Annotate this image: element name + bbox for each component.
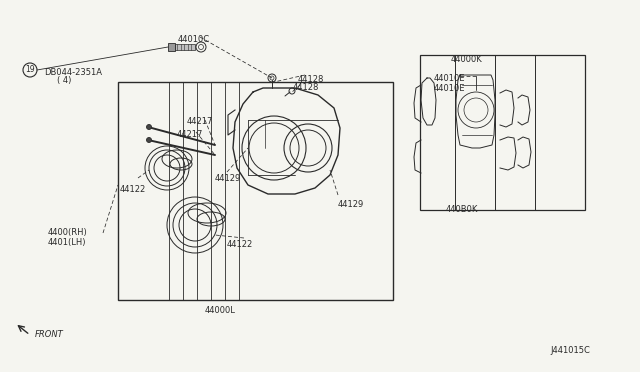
Text: 44010E: 44010E bbox=[434, 74, 465, 83]
Text: 44217: 44217 bbox=[187, 117, 213, 126]
Bar bbox=[118, 82, 393, 300]
Text: 44129: 44129 bbox=[215, 174, 241, 183]
Text: 44010C: 44010C bbox=[178, 35, 210, 44]
Text: 44129: 44129 bbox=[338, 200, 364, 209]
Text: FRONT: FRONT bbox=[35, 330, 64, 339]
Circle shape bbox=[147, 125, 152, 129]
Text: 44128: 44128 bbox=[293, 83, 319, 92]
Text: 440B0K: 440B0K bbox=[446, 205, 478, 214]
Text: 44217: 44217 bbox=[177, 130, 204, 139]
Text: ( 4): ( 4) bbox=[57, 76, 72, 85]
Text: 44010E: 44010E bbox=[434, 84, 465, 93]
Text: 4400(RH): 4400(RH) bbox=[48, 228, 88, 237]
Text: DB044-2351A: DB044-2351A bbox=[44, 68, 102, 77]
Text: 19: 19 bbox=[25, 64, 35, 74]
Text: 44000L: 44000L bbox=[205, 306, 236, 315]
Text: 44122: 44122 bbox=[227, 240, 253, 249]
Text: 44122: 44122 bbox=[120, 185, 147, 194]
Text: 44000K: 44000K bbox=[451, 55, 483, 64]
Bar bbox=[420, 55, 585, 210]
Text: J441015C: J441015C bbox=[550, 346, 590, 355]
Bar bbox=[175, 44, 195, 50]
Text: 44128: 44128 bbox=[298, 75, 324, 84]
Bar bbox=[168, 43, 175, 51]
Text: 4401(LH): 4401(LH) bbox=[48, 238, 86, 247]
Circle shape bbox=[147, 138, 152, 142]
